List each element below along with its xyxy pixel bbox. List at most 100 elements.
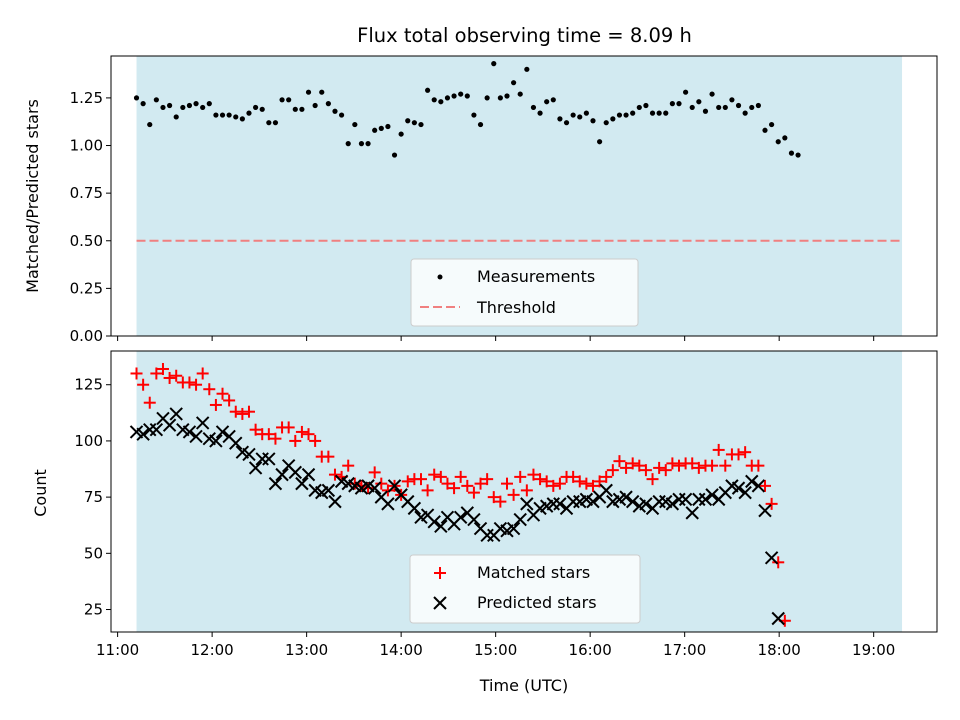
matched-star-point xyxy=(401,475,414,488)
predicted-star-point xyxy=(248,461,263,475)
measurement-point xyxy=(577,114,583,120)
y-tick-label: 0.00 xyxy=(70,327,103,345)
predicted-star-point xyxy=(182,425,197,439)
matched-star-point xyxy=(487,491,500,504)
matched-stars-series xyxy=(130,362,791,627)
predicted-star-point xyxy=(136,427,150,441)
predicted-star-point xyxy=(738,485,752,500)
matched-star-point xyxy=(659,464,672,477)
matched-star-point xyxy=(295,425,308,438)
predicted-star-point xyxy=(295,476,309,491)
measurement-point xyxy=(610,116,616,122)
legend-matched-marker xyxy=(434,567,446,579)
measurement-point xyxy=(266,120,272,126)
y-tick-label: 125 xyxy=(74,376,103,394)
matched-star-point xyxy=(474,477,487,490)
measurement-point xyxy=(769,121,775,128)
measurement-point xyxy=(477,121,484,128)
measurement-point xyxy=(603,120,609,126)
y-tick-label: 75 xyxy=(84,488,103,506)
predicted-star-point xyxy=(162,418,177,432)
measurement-point xyxy=(378,125,384,131)
matched-star-point xyxy=(653,461,666,474)
y-tick-label: 50 xyxy=(84,544,103,562)
matched-star-point xyxy=(520,484,533,497)
measurement-point xyxy=(491,61,497,67)
matched-star-point xyxy=(739,446,752,459)
top-panel: 0.00 0.25 0.50 0.75 1.00 1.25 Matched/Predict… xyxy=(23,55,938,345)
matched-star-point xyxy=(428,468,441,481)
predicted-star-point xyxy=(209,434,223,448)
measurement-point xyxy=(180,104,186,111)
measurement-point xyxy=(411,120,417,126)
matched-star-point xyxy=(712,443,725,456)
matched-star-point xyxy=(328,468,341,481)
measurement-point xyxy=(173,114,179,120)
top-x-ticks xyxy=(117,336,875,341)
predicted-star-point xyxy=(268,476,283,491)
matched-star-point xyxy=(170,369,183,382)
measurement-point xyxy=(669,101,675,107)
matched-star-point xyxy=(223,394,236,407)
legend-measurements-marker xyxy=(437,274,443,280)
measurement-point xyxy=(418,121,424,128)
measurement-point xyxy=(722,104,728,111)
measurement-point xyxy=(391,152,398,158)
predicted-star-point xyxy=(321,483,336,498)
measurement-point xyxy=(147,121,153,128)
predicted-star-point xyxy=(665,497,680,511)
matched-star-point xyxy=(613,455,626,468)
matched-star-point xyxy=(706,459,719,472)
predicted-star-point xyxy=(506,521,521,536)
measurement-point xyxy=(206,101,212,107)
matched-star-point xyxy=(573,475,586,488)
matched-star-point xyxy=(586,479,599,492)
predicted-star-point xyxy=(698,492,713,507)
matched-star-point xyxy=(249,423,262,436)
matched-star-point xyxy=(190,378,203,391)
matched-star-point xyxy=(639,464,652,477)
predicted-star-point xyxy=(599,483,613,498)
measurement-point xyxy=(233,114,239,120)
matched-star-point xyxy=(262,428,275,441)
measurement-point xyxy=(358,141,365,147)
measurement-point xyxy=(272,120,279,126)
x-tick-label: 12:00 xyxy=(191,641,234,659)
matched-star-point xyxy=(203,383,216,396)
measurement-point xyxy=(398,131,404,137)
predicted-star-point xyxy=(751,479,766,493)
matched-star-point xyxy=(752,459,765,472)
matched-star-point xyxy=(672,459,685,472)
legend-matched-label: Matched stars xyxy=(477,563,590,582)
predicted-star-point xyxy=(771,611,785,626)
measurement-point xyxy=(325,101,331,107)
legend-predicted-marker xyxy=(433,596,447,610)
measurement-point xyxy=(557,116,563,122)
matched-star-point xyxy=(534,473,547,486)
x-tick-label: 13:00 xyxy=(285,641,328,659)
matched-star-point xyxy=(434,470,447,483)
measurement-point xyxy=(444,95,451,101)
measurement-point xyxy=(219,112,226,118)
measurement-point xyxy=(676,101,682,107)
predicted-star-point xyxy=(453,510,468,525)
measurement-point xyxy=(140,101,146,107)
matched-star-point xyxy=(758,479,771,492)
measurement-point xyxy=(385,123,391,130)
bottom-panel: 25 50 75 100 125 11:00 12:00 13:00 14:00 15:00 16… xyxy=(31,350,938,695)
measurement-point xyxy=(279,97,285,103)
measurement-point xyxy=(153,97,159,103)
measurement-point xyxy=(338,112,345,118)
measurement-point xyxy=(431,97,437,103)
matched-star-point xyxy=(236,407,249,420)
measurement-point xyxy=(696,99,702,105)
measurement-point xyxy=(438,99,444,105)
matched-star-point xyxy=(421,484,434,497)
measurement-point xyxy=(636,104,642,111)
measurement-point xyxy=(458,91,464,97)
matched-star-point xyxy=(540,475,553,488)
measurement-point xyxy=(352,121,358,128)
measurement-point xyxy=(583,110,589,116)
predicted-star-point xyxy=(705,488,719,502)
measurement-point xyxy=(239,116,245,122)
